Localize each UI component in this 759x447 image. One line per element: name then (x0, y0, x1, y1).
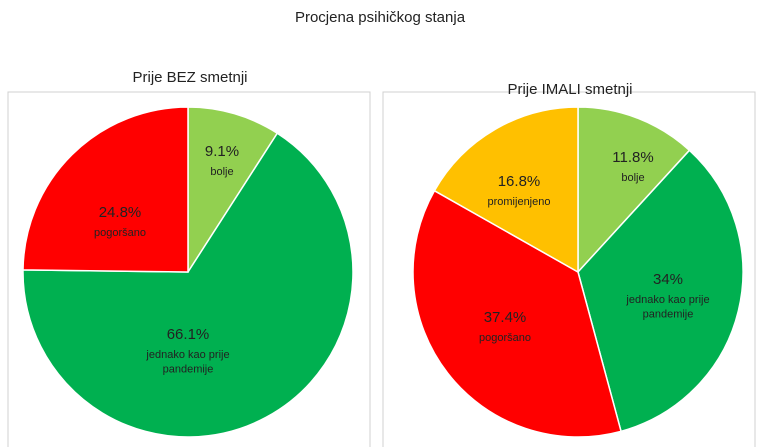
slice-label: bolje (210, 166, 233, 178)
pie-slice (577, 149, 744, 433)
chart-title: Prije BEZ smetnji (132, 69, 247, 86)
slice-label: pogoršano (479, 332, 531, 344)
slice-label: jednako kao prije pandemije (145, 349, 229, 375)
pie-slice (412, 189, 622, 438)
pie-slice (22, 132, 354, 438)
data-label: 66.1% (167, 326, 210, 343)
chart-title: Prije IMALI smetnji (507, 81, 632, 98)
pie-slice (187, 106, 279, 275)
page-title: Procjena psihičkog stanja (295, 9, 466, 26)
data-label: 37.4% (484, 309, 527, 326)
data-label: 24.8% (99, 204, 142, 221)
slice-label: bolje (621, 172, 644, 184)
data-label: 16.8% (498, 173, 541, 190)
data-label: 11.8% (612, 149, 653, 166)
data-label: 34% (653, 271, 683, 288)
slice-label: jednako kao prije pandemije (625, 294, 709, 320)
slice-label: promijenjeno (488, 196, 551, 208)
panel (382, 91, 756, 447)
pie-slice (577, 106, 691, 274)
pie-slice (433, 106, 579, 274)
pie-slice (22, 106, 189, 273)
slice-label: pogoršano (94, 227, 146, 239)
panel (7, 91, 371, 447)
data-label: 9.1% (205, 143, 239, 160)
